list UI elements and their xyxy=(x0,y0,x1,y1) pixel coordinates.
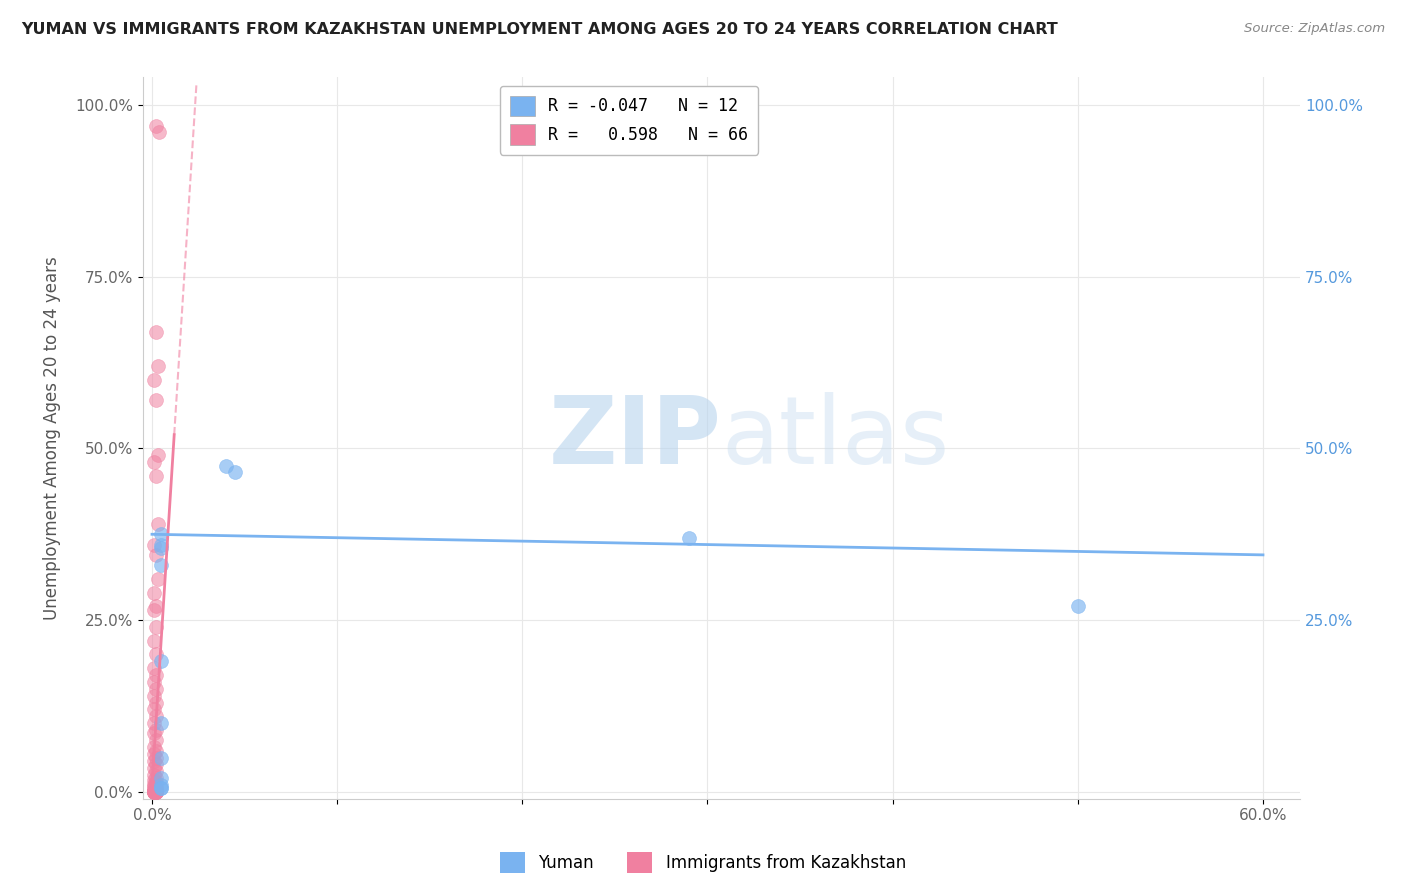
Point xyxy=(148,125,170,139)
Point xyxy=(142,785,165,799)
Point xyxy=(142,785,165,799)
Point xyxy=(1067,599,1090,614)
Point xyxy=(142,754,165,768)
Point xyxy=(150,771,173,785)
Legend: Yuman, Immigrants from Kazakhstan: Yuman, Immigrants from Kazakhstan xyxy=(494,846,912,880)
Point xyxy=(142,784,165,798)
Point xyxy=(142,780,165,794)
Point xyxy=(142,585,165,599)
Point xyxy=(142,781,165,796)
Point xyxy=(145,393,167,408)
Point xyxy=(145,785,167,799)
Point xyxy=(150,541,173,555)
Point xyxy=(142,782,165,797)
Point xyxy=(150,781,173,796)
Point xyxy=(145,785,167,799)
Point xyxy=(224,466,246,480)
Y-axis label: Unemployment Among Ages 20 to 24 years: Unemployment Among Ages 20 to 24 years xyxy=(44,256,60,620)
Point xyxy=(145,325,167,339)
Point xyxy=(142,785,165,799)
Point xyxy=(145,783,167,797)
Legend: R = -0.047   N = 12, R =   0.598   N = 66: R = -0.047 N = 12, R = 0.598 N = 66 xyxy=(499,86,758,155)
Point xyxy=(145,782,167,797)
Point xyxy=(145,548,167,562)
Point xyxy=(150,654,173,668)
Point xyxy=(150,527,173,541)
Point xyxy=(145,723,167,737)
Point xyxy=(145,709,167,723)
Point xyxy=(142,785,165,799)
Point xyxy=(150,558,173,573)
Text: atlas: atlas xyxy=(721,392,949,484)
Point xyxy=(145,785,167,799)
Point xyxy=(145,119,167,133)
Point xyxy=(142,777,165,791)
Point xyxy=(145,599,167,614)
Point xyxy=(146,359,169,373)
Point xyxy=(150,778,173,792)
Point xyxy=(142,716,165,731)
Point xyxy=(145,648,167,662)
Point xyxy=(142,785,165,799)
Point xyxy=(146,572,169,586)
Point xyxy=(142,784,165,798)
Point xyxy=(145,785,167,799)
Point xyxy=(145,469,167,483)
Point xyxy=(142,675,165,690)
Point xyxy=(145,668,167,682)
Point xyxy=(145,774,167,789)
Point xyxy=(145,780,167,795)
Point xyxy=(145,744,167,758)
Point xyxy=(146,448,169,462)
Point xyxy=(145,771,167,785)
Point xyxy=(142,661,165,675)
Point xyxy=(142,772,165,787)
Point xyxy=(142,740,165,755)
Point xyxy=(142,538,165,552)
Point xyxy=(145,681,167,696)
Text: YUMAN VS IMMIGRANTS FROM KAZAKHSTAN UNEMPLOYMENT AMONG AGES 20 TO 24 YEARS CORRE: YUMAN VS IMMIGRANTS FROM KAZAKHSTAN UNEM… xyxy=(21,22,1057,37)
Point xyxy=(142,761,165,775)
Point xyxy=(150,538,173,552)
Point xyxy=(142,633,165,648)
Point xyxy=(145,785,167,799)
Point xyxy=(142,785,165,799)
Point xyxy=(145,757,167,772)
Point xyxy=(150,716,173,731)
Point xyxy=(678,531,700,545)
Point xyxy=(150,750,173,764)
Point xyxy=(215,458,238,473)
Point xyxy=(142,747,165,761)
Point xyxy=(142,373,165,387)
Point xyxy=(142,689,165,703)
Point xyxy=(145,696,167,710)
Point xyxy=(150,781,173,796)
Point xyxy=(145,778,167,792)
Text: ZIP: ZIP xyxy=(548,392,721,484)
Point xyxy=(142,768,165,782)
Point xyxy=(145,785,167,799)
Point xyxy=(142,455,165,469)
Point xyxy=(145,620,167,634)
Point xyxy=(145,733,167,747)
Point xyxy=(145,750,167,764)
Point xyxy=(142,603,165,617)
Point xyxy=(146,516,169,531)
Point xyxy=(145,764,167,779)
Text: Source: ZipAtlas.com: Source: ZipAtlas.com xyxy=(1244,22,1385,36)
Point xyxy=(142,726,165,740)
Point xyxy=(145,784,167,798)
Point xyxy=(142,702,165,716)
